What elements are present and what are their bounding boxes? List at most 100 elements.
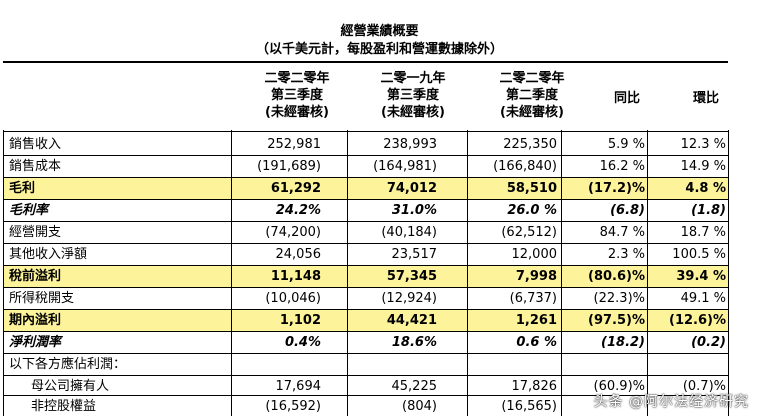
cell: 17,694 [275, 379, 322, 394]
cell: 16.2 % [599, 159, 645, 174]
row-divider [3, 265, 728, 266]
cell: 23,517 [391, 247, 438, 262]
cell: 225,350 [503, 137, 557, 152]
cell: (17.2)% [588, 181, 645, 196]
cell: 18.7 % [680, 225, 726, 240]
cell: 1,261 [515, 313, 557, 328]
row-divider [3, 331, 728, 332]
cell: (62,512) [501, 225, 557, 240]
cell: 1,102 [279, 313, 321, 328]
cell: 49.1 % [680, 291, 726, 306]
row-label: 其他收入淨額 [9, 247, 88, 262]
col-header-2020-q3: 二零二零年 第三季度 (未經審核) [227, 70, 367, 121]
row-divider [3, 177, 728, 178]
cell: 45,225 [391, 379, 438, 394]
row-label: 毛利 [9, 181, 36, 196]
table-row: 所得稅開支 (10,046) (12,924) (6,737) (22.3)% … [3, 288, 728, 309]
table-row: 以下各方應佔利潤： [3, 354, 728, 375]
col-header-2019-q3: 二零一九年 第三季度 (未經審核) [343, 70, 483, 121]
row-divider [3, 155, 728, 156]
row-label: 經營開支 [9, 225, 62, 240]
cell: 44,421 [386, 313, 437, 328]
row-label: 稅前溢利 [9, 269, 62, 284]
table-row: 母公司擁有人 17,694 45,225 17,826 (60.9)% (0.7… [3, 376, 728, 397]
cell: (12.6)% [669, 313, 726, 328]
row-divider [3, 353, 728, 354]
cell: (16,592) [265, 399, 321, 414]
cell: (18.2) [601, 335, 645, 350]
col-header-line: 第二季度 [505, 88, 558, 103]
col-header-2020-q2: 二零二零年 第二季度 (未經審核) [462, 70, 602, 121]
cell: (10,046) [265, 291, 321, 306]
cell: (12,924) [381, 291, 437, 306]
row-label: 銷售成本 [9, 159, 62, 174]
row-label: 淨利潤率 [9, 335, 62, 350]
col-divider [728, 130, 729, 416]
cell: 17,826 [511, 379, 558, 394]
table-row: 淨利潤率 0.4% 18.6% 0.6 % (18.2) (0.2) [3, 332, 728, 353]
cell: (166,840) [493, 159, 557, 174]
cell: 238,993 [383, 137, 437, 152]
cell: 58,510 [506, 181, 557, 196]
cell: 18.6% [391, 335, 437, 350]
cell: 0.6 % [516, 335, 557, 350]
cell: (164,981) [373, 159, 437, 174]
table-row: 非控股權益 (16,592) (804) (16,565) [3, 396, 728, 417]
cell: 57,345 [386, 269, 437, 284]
cell: 4.8 % [685, 181, 726, 196]
cell: (60.9)% [593, 379, 645, 394]
cell: (74,200) [265, 225, 321, 240]
cell: 2.3 % [607, 247, 645, 262]
row-divider [3, 395, 728, 396]
col-header-line: (未經審核) [265, 105, 329, 120]
table-row: 經營開支 (74,200) (40,184) (62,512) 84.7 % 1… [3, 222, 728, 243]
col-divider [647, 130, 648, 416]
row-divider [3, 243, 728, 244]
cell: (6,737) [509, 291, 557, 306]
table-row-highlight: 毛利 61,292 74,012 58,510 (17.2)% 4.8 % [3, 178, 728, 199]
cell: (80.6)% [588, 269, 645, 284]
table-subtitle: （以千美元計，每股盈利和營運數據除外） [255, 42, 503, 57]
cell: 24.2% [275, 203, 321, 218]
col-header-line: 二零二零年 [499, 71, 565, 86]
row-divider [3, 221, 728, 222]
col-divider [231, 130, 232, 416]
watermark-text: 头条 @阿尔法经济研究 [593, 394, 749, 410]
table-title: 經營業績概要 [340, 24, 419, 39]
col-header-line: (未經審核) [500, 105, 564, 120]
cell: (97.5)% [588, 313, 645, 328]
row-label: 非控股權益 [31, 399, 97, 414]
row-label: 毛利率 [9, 203, 49, 218]
cell: 5.9 % [607, 137, 645, 152]
col-divider [467, 130, 468, 416]
cell: (16,565) [501, 399, 557, 414]
header-rule [3, 131, 728, 132]
cell: 12.3 % [680, 137, 726, 152]
cell: 14.9 % [680, 159, 726, 174]
cell: (191,689) [257, 159, 321, 174]
cell: 26.0 % [507, 203, 557, 218]
cell: 74,012 [386, 181, 437, 196]
cell: 100.5 % [672, 247, 726, 262]
row-label: 銷售收入 [9, 137, 62, 152]
col-header-line: (未經審核) [381, 105, 445, 120]
col-divider [347, 130, 348, 416]
cell: 0.4% [284, 335, 321, 350]
cell: (804) [402, 399, 437, 414]
table-row: 其他收入淨額 24,056 23,517 12,000 2.3 % 100.5 … [3, 244, 728, 265]
row-label: 所得稅開支 [9, 291, 75, 306]
cell: 11,148 [270, 269, 321, 284]
top-rule [3, 61, 728, 63]
cell: 84.7 % [599, 225, 645, 240]
row-label: 期內溢利 [9, 313, 62, 328]
row-divider [3, 309, 728, 310]
col-header-yoy: 同比 [613, 91, 640, 106]
row-label: 以下各方應佔利潤： [9, 357, 127, 372]
row-divider [3, 199, 728, 200]
table-row: 毛利率 24.2% 31.0% 26.0 % (6.8) (1.8) [3, 200, 728, 221]
cell: 61,292 [270, 181, 321, 196]
col-divider [3, 130, 4, 416]
col-header-line: 二零二零年 [264, 71, 330, 86]
table-row-highlight: 期內溢利 1,102 44,421 1,261 (97.5)% (12.6)% [3, 310, 728, 331]
col-header-line: 二零一九年 [380, 71, 446, 86]
